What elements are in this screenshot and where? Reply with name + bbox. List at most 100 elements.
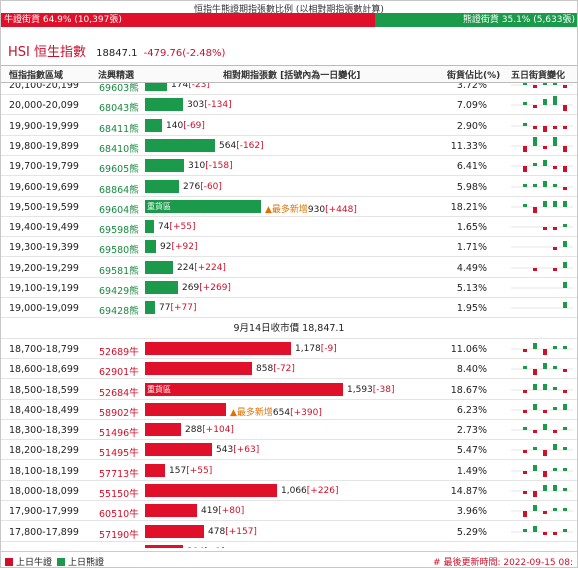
warrant-code-link[interactable]: 58902牛 <box>99 407 139 419</box>
sparkline-bar <box>543 511 547 515</box>
table-row[interactable]: 19,900-19,999 68411熊 140[-69] 2.90% <box>1 116 577 136</box>
qty-delta: [-9] <box>320 343 337 354</box>
table-row[interactable]: 18,500-18,599 52684牛 重貨區 1,593[-38] 18.67% <box>1 380 577 400</box>
qty-value: 1,066[+226] <box>281 486 339 496</box>
warrant-code-link[interactable]: 69598熊 <box>99 225 139 237</box>
warrant-code-link[interactable]: 57713牛 <box>99 468 139 480</box>
table-row[interactable]: 18,700-18,799 52689牛 1,178[-9] 11.06% <box>1 339 577 359</box>
table-row[interactable]: 18,000-18,099 55150牛 1,066[+226] 14.87% <box>1 481 577 501</box>
table-row[interactable]: 20,000-20,099 68043熊 303[-134] 7.09% <box>1 95 577 116</box>
legend-bull: 上日牛證 <box>5 555 52 567</box>
legend-bear-label: 上日熊證 <box>68 558 105 568</box>
qty-delta: [-60] <box>200 181 222 192</box>
qty-number: 654 <box>272 407 291 418</box>
qty-delta: [+226] <box>306 486 339 496</box>
warrant-code-link[interactable]: 52689牛 <box>99 346 139 358</box>
warrant-code-link[interactable]: 68410熊 <box>99 143 139 155</box>
warrant-code-link[interactable]: 55150牛 <box>99 489 139 500</box>
header-relative-qty: 相對期指張數 [括號內為一日變化] <box>223 71 361 81</box>
warrant-code-link[interactable]: 68864熊 <box>99 184 139 196</box>
qty-value: ▲最多新增654[+390] <box>230 405 322 418</box>
table-row[interactable]: 18,600-18,699 62901牛 858[-72] 8.40% <box>1 359 577 380</box>
sparkline-bar <box>563 389 567 393</box>
warrant-code-link[interactable]: 51495牛 <box>99 448 139 460</box>
qty-value: 74[+55] <box>158 222 195 232</box>
sparkline-bar <box>553 386 557 390</box>
table-row[interactable]: 19,500-19,599 69604熊 重貨區 ▲最多新增930[+448] 18.2… <box>1 197 577 217</box>
qty-number: 478 <box>208 526 226 537</box>
warrant-code-link[interactable]: 56317牛 <box>99 547 139 548</box>
qty-value: 92[+92] <box>160 242 197 252</box>
qty-delta: [-23] <box>188 83 210 90</box>
warrant-code-link[interactable]: 51496牛 <box>99 428 139 440</box>
warrant-code-link[interactable]: 69580熊 <box>99 245 139 257</box>
warrant-code-link[interactable]: 69604熊 <box>99 204 139 216</box>
table-row[interactable]: 20,100-20,199 69603熊 174[-23] 3.72% <box>1 83 577 95</box>
table-row[interactable]: 18,300-18,399 51496牛 288[+104] 2.73% <box>1 420 577 441</box>
sparkline-bar <box>553 366 557 370</box>
sparkline-bar <box>523 145 527 152</box>
share-pct: 5.29% <box>456 526 487 538</box>
qty-number: 543 <box>216 445 234 456</box>
legend-bear: 上日熊證 <box>57 555 105 568</box>
five-day-sparkline <box>511 464 573 477</box>
table-row[interactable]: 19,100-19,199 69429熊 269[+269] 5.13% <box>1 278 577 298</box>
sparkline-bar <box>523 389 527 393</box>
sparkline-bar <box>553 227 557 231</box>
row-range: 17,800-17,899 <box>9 526 79 538</box>
table-row[interactable]: 19,800-19,899 68410熊 564[-162] 11.33% <box>1 136 577 156</box>
warrant-code-link[interactable]: 68411熊 <box>99 123 139 135</box>
sparkline-bar <box>523 491 527 494</box>
warrant-code-link[interactable]: 69605熊 <box>99 164 139 176</box>
sparkline-bar <box>563 261 567 268</box>
sparkline-bar <box>533 206 537 213</box>
warrant-code-link[interactable]: 57190牛 <box>99 529 139 541</box>
table-row[interactable]: 18,200-18,299 51495牛 543[+63] 5.47% <box>1 440 577 461</box>
warrant-code-link[interactable]: 69429熊 <box>99 286 139 297</box>
table-row[interactable]: 19,200-19,299 69581熊 224[+224] 4.49% <box>1 258 577 278</box>
table-row[interactable]: 17,900-17,999 60510牛 419[+80] 3.96% <box>1 501 577 522</box>
row-range: 20,000-20,099 <box>9 100 79 112</box>
table-row[interactable]: 19,400-19,499 69598熊 74[+55] 1.65% <box>1 217 577 238</box>
qty-bar <box>145 544 183 548</box>
warrant-code-link[interactable]: 68043熊 <box>99 103 139 115</box>
sparkline-bar <box>553 247 557 251</box>
sparkline-bar <box>563 403 567 410</box>
qty-value: 174[-23] <box>171 83 210 90</box>
qty-number: 858 <box>256 364 274 375</box>
table-row[interactable]: 19,700-19,799 69605熊 310[-158] 6.41% <box>1 156 577 177</box>
qty-value: 276[-60] <box>183 182 222 192</box>
warrant-code-link[interactable]: 52684牛 <box>99 387 139 399</box>
sparkline-bar <box>543 83 547 85</box>
sparkline-bar <box>553 183 557 187</box>
table-row[interactable]: 19,600-19,699 68864熊 276[-60] 5.98% <box>1 177 577 197</box>
qty-number: 1,593 <box>347 384 373 395</box>
sparkline-bar <box>543 424 547 431</box>
row-range: 18,200-18,299 <box>9 445 79 457</box>
table-row[interactable]: 18,100-18,199 57713牛 157[+55] 1.49% <box>1 461 577 481</box>
table-row[interactable]: 19,000-19,099 69428熊 77[+77] 1.95% <box>1 298 577 319</box>
sparkline-bar <box>523 122 527 126</box>
sparkline-bar <box>553 96 557 106</box>
qty-number: 304 <box>187 547 204 548</box>
warrant-code-link[interactable]: 69581熊 <box>99 265 139 277</box>
warrant-code-link[interactable]: 62901牛 <box>99 367 139 379</box>
table-row[interactable]: 17,700-17,799 56317牛 304[+1] 2.70% <box>1 542 577 548</box>
sparkline-bar <box>523 528 527 532</box>
warrant-table-body[interactable]: 20,100-20,199 69603熊 174[-23] 3.72% 20,000-2… <box>1 83 577 548</box>
warrant-code-link[interactable]: 69603熊 <box>99 83 139 94</box>
table-row[interactable]: 19,300-19,399 69580熊 92[+92] 1.71% <box>1 237 577 258</box>
table-row[interactable]: 17,800-17,899 57190牛 478[+157] 5.29% <box>1 522 577 542</box>
qty-number: 77 <box>159 303 171 314</box>
sparkline-bar <box>533 383 537 390</box>
qty-value: ▲最多新增930[+448] <box>265 202 357 215</box>
table-row[interactable]: 18,400-18,499 58902牛 ▲最多新增654[+390] 6.23% <box>1 400 577 420</box>
row-range: 19,700-19,799 <box>9 161 79 173</box>
sparkline-bar <box>563 369 567 373</box>
warrant-code-link[interactable]: 60510牛 <box>99 509 139 521</box>
warrant-code-link[interactable]: 69428熊 <box>99 306 139 318</box>
row-range: 18,100-18,199 <box>9 465 79 477</box>
bear-ratio-segment: 熊證街貨 35.1% (5,633張) <box>374 13 577 27</box>
qty-value: 564[-162] <box>219 141 264 151</box>
bull-bear-ratio-bar: 牛證街貨 64.9% (10,397張) 熊證街貨 35.1% (5,633張) <box>1 13 577 27</box>
